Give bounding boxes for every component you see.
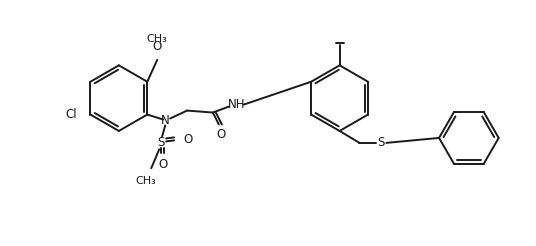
Text: NH: NH: [228, 98, 245, 111]
Text: S: S: [158, 136, 165, 149]
Text: CH₃: CH₃: [147, 34, 168, 44]
Text: O: O: [216, 128, 226, 141]
Text: O: O: [183, 133, 192, 146]
Text: N: N: [161, 114, 169, 127]
Text: O: O: [159, 158, 168, 171]
Text: S: S: [378, 136, 385, 149]
Text: O: O: [153, 40, 162, 53]
Text: CH₃: CH₃: [135, 176, 155, 186]
Text: Cl: Cl: [65, 108, 77, 121]
